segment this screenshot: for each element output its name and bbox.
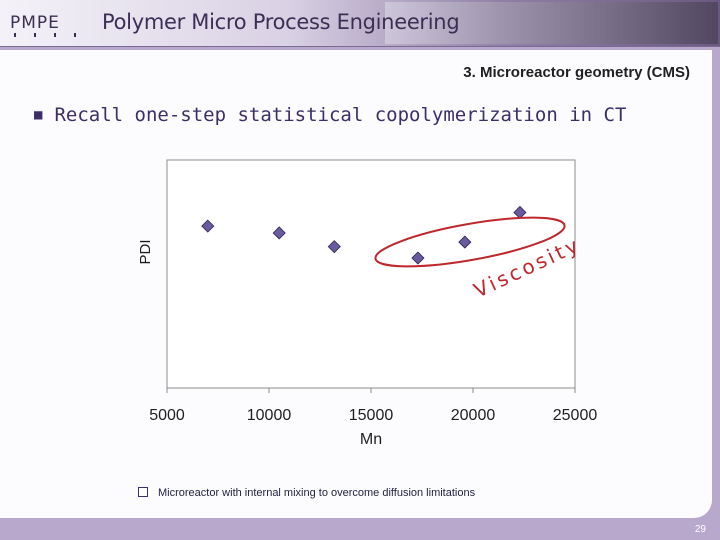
- x-tick-label: 15000: [349, 407, 394, 424]
- header-title: Polymer Micro Process Engineering: [102, 10, 460, 34]
- data-point: [458, 235, 472, 249]
- x-tick-label: 20000: [451, 407, 496, 424]
- footnote-text: Microreactor with internal mixing to ove…: [158, 487, 476, 499]
- header-bar: PMPE Polymer Micro Process Engineering: [0, 0, 720, 47]
- x-tick-label: 5000: [149, 407, 185, 424]
- pmpe-logo: PMPE: [10, 13, 76, 37]
- hollow-square-bullet-icon: [138, 487, 148, 497]
- data-point: [201, 219, 215, 233]
- data-point: [411, 251, 425, 265]
- data-point: [272, 226, 286, 240]
- bullet-text: Recall one-step statistical copolymeriza…: [54, 104, 627, 126]
- x-axis-label: Mn: [360, 431, 382, 448]
- data-point-group: [201, 205, 527, 265]
- highlight-ellipse: [374, 216, 566, 268]
- x-tick-label: 25000: [553, 407, 598, 424]
- footnote: Microreactor with internal mixing to ove…: [138, 487, 475, 499]
- plot-area: [166, 159, 576, 389]
- section-title: 3. Microreactor geometry (CMS): [463, 64, 690, 81]
- x-tick-label: 10000: [247, 407, 292, 424]
- bullet-item: ■ Recall one-step statistical copolymeriz…: [34, 104, 626, 126]
- data-point: [327, 240, 341, 254]
- x-tick-group: 5000 10000 15000 20000 25000: [149, 388, 597, 424]
- y-axis-label: PDI: [137, 239, 154, 264]
- page-number: 29: [694, 524, 706, 535]
- header-image-strip: [385, 2, 718, 44]
- svg-text:PMPE: PMPE: [10, 13, 60, 33]
- square-bullet-icon: ■: [34, 107, 43, 123]
